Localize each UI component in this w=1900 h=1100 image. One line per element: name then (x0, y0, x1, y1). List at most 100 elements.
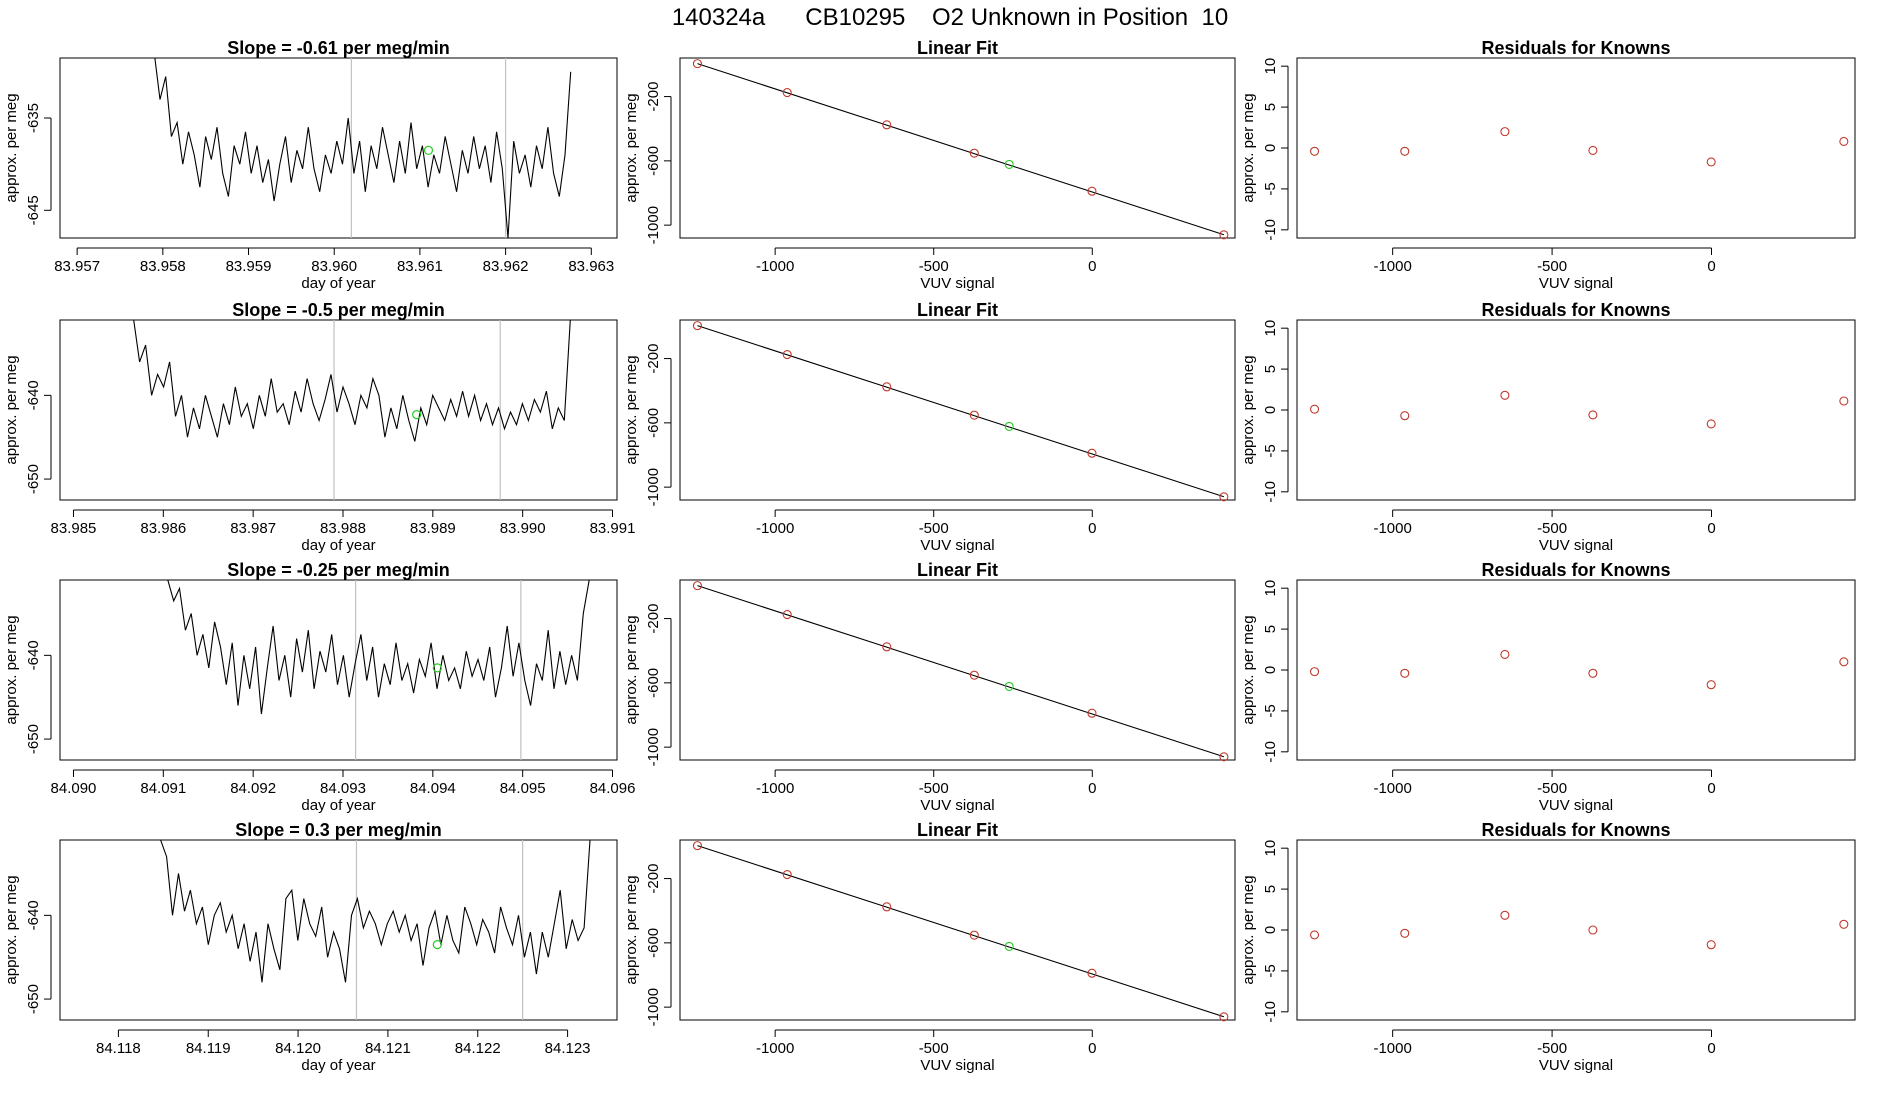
residual-point (1500, 127, 1510, 137)
x-tick-label: -500 (919, 780, 949, 797)
residual-point (1839, 919, 1849, 929)
y-axis-label: approx. per meg (623, 355, 640, 464)
unknown-sample-point (1004, 941, 1014, 951)
unknown-sample-point (423, 145, 434, 155)
panel-title: Linear Fit (917, 820, 998, 840)
x-tick-label: -1000 (756, 780, 794, 797)
x-axis-label: VUV signal (1539, 537, 1613, 554)
residual-point (1500, 390, 1510, 400)
known-standard-point (1087, 448, 1097, 458)
x-tick-label: -1000 (1373, 520, 1411, 537)
residual-point (1309, 667, 1320, 677)
y-axis-label: approx. per meg (3, 93, 20, 202)
x-tick-label: 0 (1707, 780, 1715, 797)
y-tick-label: -5 (1262, 182, 1279, 195)
x-tick-label: 84.123 (545, 1040, 591, 1057)
y-tick-label: -200 (645, 344, 662, 374)
x-tick-label: 0 (1707, 520, 1715, 537)
y-tick-label: -600 (645, 928, 662, 958)
x-axis-label: VUV signal (1539, 275, 1613, 292)
residual-point (1400, 146, 1410, 156)
x-tick-label: 83.989 (410, 520, 456, 537)
residual-point (1706, 940, 1716, 950)
panel-title: Linear Fit (917, 560, 998, 580)
y-tick-label: -640 (25, 900, 42, 930)
unknown-sample-point (1004, 681, 1014, 691)
x-tick-label: -500 (919, 258, 949, 275)
plot-frame (679, 319, 1236, 501)
x-tick-label: -1000 (1373, 780, 1411, 797)
x-tick-label: 83.986 (140, 520, 186, 537)
residual-point (1839, 657, 1849, 667)
y-axis-label: approx. per meg (1240, 875, 1257, 984)
x-tick-label: 84.121 (365, 1040, 411, 1057)
known-standard-point (692, 581, 702, 591)
plot-frame (59, 57, 618, 239)
panel-title: Residuals for Knowns (1481, 300, 1670, 320)
plot-frame (59, 319, 618, 501)
plot-frame (1296, 839, 1856, 1021)
y-tick-label: -640 (25, 640, 42, 670)
y-tick-label: -200 (645, 864, 662, 894)
x-axis-label: VUV signal (920, 1057, 994, 1074)
x-tick-label: -1000 (1373, 258, 1411, 275)
known-standard-point (1219, 230, 1229, 240)
x-tick-label: 83.962 (483, 258, 529, 275)
residual-point (1500, 910, 1510, 920)
known-standard-point (1219, 492, 1229, 502)
fit-line (697, 325, 1225, 498)
y-axis-label: approx. per meg (623, 615, 640, 724)
x-tick-label: 83.991 (590, 520, 636, 537)
known-standard-point (1087, 186, 1097, 196)
known-standard-point (1219, 752, 1229, 762)
x-tick-label: -500 (1537, 1040, 1567, 1057)
known-standard-point (692, 841, 702, 851)
y-tick-label: 5 (1262, 365, 1279, 373)
known-standard-point (782, 610, 792, 620)
x-tick-label: 84.120 (275, 1040, 321, 1057)
x-tick-label: 0 (1088, 1040, 1096, 1057)
known-standard-point (1087, 968, 1097, 978)
residual-point (1706, 157, 1716, 167)
x-axis-label: VUV signal (1539, 797, 1613, 814)
x-tick-label: 83.960 (311, 258, 357, 275)
known-standard-point (969, 410, 979, 420)
y-tick-label: 0 (1262, 926, 1279, 934)
known-standard-point (882, 382, 892, 392)
known-standard-point (692, 59, 702, 69)
x-axis-label: VUV signal (920, 275, 994, 292)
residual-point (1309, 930, 1320, 940)
x-tick-label: 84.096 (590, 780, 636, 797)
y-tick-label: 5 (1262, 885, 1279, 893)
y-tick-label: -635 (25, 103, 42, 133)
x-axis-label: day of year (301, 537, 375, 554)
x-tick-label: 84.092 (230, 780, 276, 797)
y-tick-label: -650 (25, 984, 42, 1014)
x-tick-label: 0 (1707, 258, 1715, 275)
y-tick-label: -10 (1262, 741, 1279, 763)
x-tick-label: 83.957 (54, 258, 100, 275)
x-tick-label: 83.990 (500, 520, 546, 537)
x-tick-label: 83.959 (226, 258, 272, 275)
known-standard-point (782, 350, 792, 360)
x-tick-label: -1000 (1373, 1040, 1411, 1057)
y-tick-label: -10 (1262, 219, 1279, 241)
y-axis-label: approx. per meg (3, 355, 20, 464)
x-axis-label: VUV signal (920, 797, 994, 814)
residual-point (1309, 404, 1320, 414)
y-tick-label: -645 (25, 195, 42, 225)
y-tick-label: -5 (1262, 444, 1279, 457)
y-axis-label: approx. per meg (623, 875, 640, 984)
y-tick-label: 10 (1262, 840, 1279, 857)
plot-frame (679, 579, 1236, 761)
y-tick-label: 5 (1262, 103, 1279, 111)
signal-series-line (154, 58, 572, 238)
x-tick-label: -1000 (756, 520, 794, 537)
x-tick-label: 83.961 (397, 258, 443, 275)
y-tick-label: 0 (1262, 144, 1279, 152)
panel-title: Slope = -0.25 per meg/min (227, 560, 450, 580)
y-tick-label: 0 (1262, 406, 1279, 414)
unknown-sample-point (432, 663, 442, 673)
known-standard-point (782, 870, 792, 880)
